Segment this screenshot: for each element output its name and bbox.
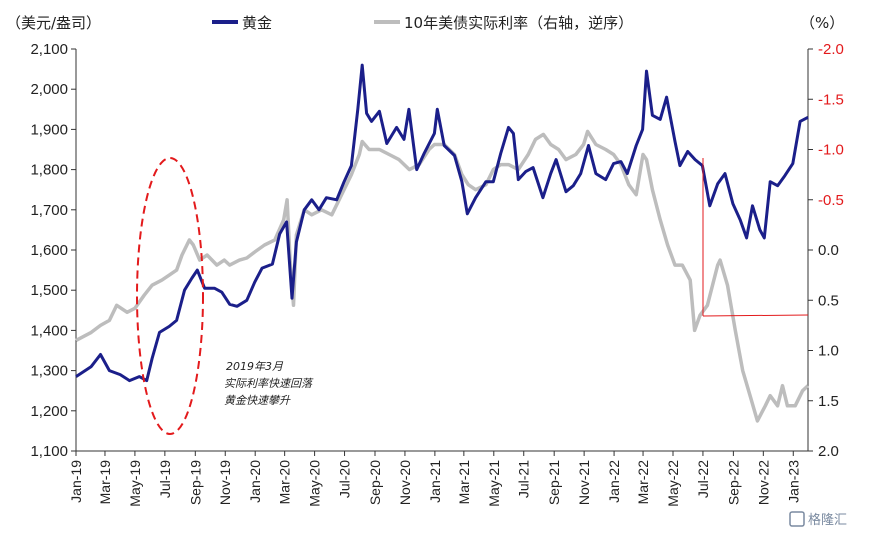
right-tick-label: 0.5	[818, 292, 839, 309]
x-tick-label: Jul-19	[157, 460, 173, 498]
left-tick-label: 1,800	[30, 162, 68, 179]
legend: 黄金 10年美债实际利率（右轴，逆序）	[212, 14, 633, 32]
x-tick-label: May-21	[486, 460, 502, 507]
highlight-ellipse	[136, 157, 204, 435]
x-tick-label: Jul-21	[516, 460, 532, 498]
red-marker-lines	[702, 158, 809, 317]
x-tick-label: Jan-20	[247, 460, 263, 503]
x-axis-ticks: Jan-19 Mar-19 May-19 Jul-19 Sep-19 Nov-19 Jan-…	[68, 451, 801, 507]
right-tick-label: -1.5	[818, 91, 844, 108]
annotation-line-1: 2019年3月	[226, 360, 284, 373]
left-axis-ticks: 1,100 1,200 1,300 1,400 1,500 1,600 1,700 1,800…	[30, 41, 76, 460]
left-tick-label: 1,300	[30, 363, 68, 380]
x-tick-label: May-22	[665, 460, 681, 507]
left-tick-label: 1,900	[30, 121, 68, 138]
watermark-text: 格隆汇	[808, 512, 847, 528]
x-tick-label: Jan-22	[606, 460, 622, 503]
right-axis-unit: （%）	[800, 14, 844, 32]
left-tick-label: 1,100	[30, 443, 68, 460]
x-tick-label: Mar-19	[97, 460, 113, 505]
x-tick-label: Nov-21	[576, 460, 592, 505]
series-layer	[75, 63, 810, 423]
series-line-gold	[75, 63, 809, 383]
right-tick-label: -0.5	[818, 192, 844, 209]
right-axis-ticks: -2.0 -1.5 -1.0 -0.5 0.0 0.5 1.0 1.5 2.0	[808, 41, 844, 460]
right-tick-label: 2.0	[818, 443, 839, 460]
left-tick-label: 1,700	[30, 202, 68, 219]
x-tick-label: Jan-23	[785, 460, 801, 503]
x-tick-label: Sep-22	[725, 460, 741, 505]
right-tick-label: -2.0	[818, 41, 844, 58]
x-tick-label: Nov-22	[755, 460, 771, 505]
red-marker-horizontal	[702, 314, 809, 317]
x-tick-label: Mar-21	[456, 460, 472, 505]
x-tick-label: Sep-20	[367, 460, 383, 505]
left-tick-label: 2,000	[30, 81, 68, 98]
right-tick-label: 1.5	[818, 393, 839, 410]
x-tick-label: Sep-21	[546, 460, 562, 505]
x-tick-label: Jan-19	[68, 460, 84, 503]
annotation-line-3: 黄金快速攀升	[224, 394, 291, 407]
x-tick-label: Sep-19	[187, 460, 203, 505]
right-tick-label: -1.0	[818, 142, 844, 159]
left-tick-label: 1,400	[30, 322, 68, 339]
left-tick-label: 1,200	[30, 403, 68, 420]
watermark-logo-icon	[789, 511, 805, 527]
legend-label-gold: 黄金	[242, 14, 272, 32]
left-axis-unit: （美元/盎司）	[6, 14, 101, 32]
right-tick-label: 1.0	[818, 343, 839, 360]
left-tick-label: 1,500	[30, 282, 68, 299]
annotation-line-2: 实际利率快速回落	[224, 377, 314, 390]
x-tick-label: Jan-21	[427, 460, 443, 503]
x-tick-label: May-19	[127, 460, 143, 507]
x-tick-label: Jul-20	[337, 460, 353, 498]
left-tick-label: 1,600	[30, 242, 68, 259]
watermark: 格隆汇	[789, 511, 847, 528]
right-tick-label: 0.0	[818, 242, 839, 259]
x-tick-label: May-20	[307, 460, 323, 507]
x-tick-label: Mar-22	[635, 460, 651, 505]
x-tick-label: Jul-22	[695, 460, 711, 498]
series-line-real-rate	[75, 129, 810, 423]
x-tick-label: Mar-20	[277, 460, 293, 505]
x-tick-label: Nov-19	[217, 460, 233, 505]
x-tick-label: Nov-20	[397, 460, 413, 505]
left-tick-label: 2,100	[30, 41, 68, 58]
legend-label-real-rate: 10年美债实际利率（右轴，逆序）	[404, 14, 633, 32]
